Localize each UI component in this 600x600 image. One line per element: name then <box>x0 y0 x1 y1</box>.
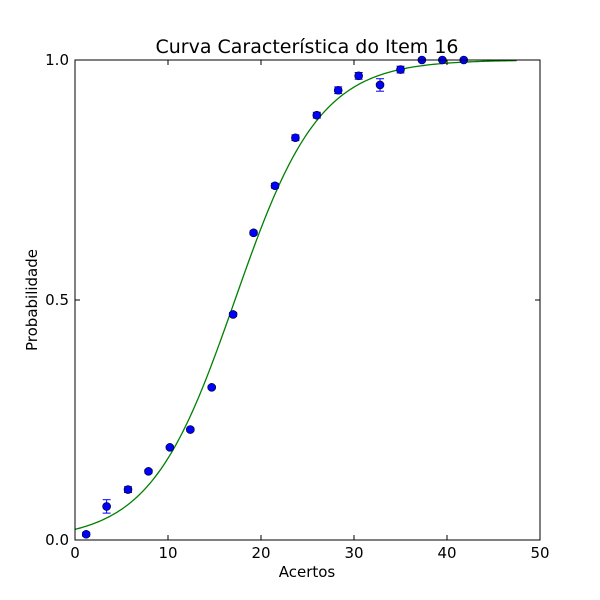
x-tick-label: 50 <box>530 544 549 562</box>
data-point <box>228 310 238 319</box>
data-point <box>165 443 175 452</box>
data-point-marker <box>375 80 385 90</box>
data-point <box>102 499 111 514</box>
data-point-marker <box>102 502 111 511</box>
plot-area <box>75 60 540 540</box>
data-point-marker <box>144 467 153 476</box>
data-point-marker <box>186 425 195 434</box>
data-point <box>396 65 405 74</box>
data-point-marker <box>249 228 258 238</box>
data-point <box>249 228 258 238</box>
data-point <box>291 133 300 143</box>
data-point <box>207 383 217 392</box>
data-point <box>333 85 343 95</box>
ticks-layer: 0 10 20 30 40 50 0.0 0.5 1.0 <box>45 51 549 562</box>
data-point-marker <box>333 85 343 95</box>
data-point-marker <box>165 443 175 452</box>
data-point <box>312 110 322 120</box>
x-tick-label: 10 <box>158 544 177 562</box>
data-point-marker <box>270 181 280 191</box>
y-tick-label: 0.5 <box>45 291 69 309</box>
data-point-marker <box>81 529 91 539</box>
data-point-marker <box>312 110 322 120</box>
x-tick-label: 20 <box>251 544 270 562</box>
data-point-marker <box>396 65 405 74</box>
x-tick-label: 0 <box>70 544 80 562</box>
data-point <box>123 485 133 494</box>
data-point-marker <box>354 71 363 81</box>
data-point <box>81 529 91 539</box>
x-tick-label: 40 <box>437 544 456 562</box>
data-point-marker <box>123 485 133 494</box>
chart-title: Curva Característica do Item 16 <box>155 36 458 58</box>
y-tick-label: 1.0 <box>45 51 69 69</box>
data-point <box>144 467 153 476</box>
x-tick-label: 30 <box>344 544 363 562</box>
y-axis-label: Probabilidade <box>23 249 41 351</box>
data-point <box>375 78 385 92</box>
data-point <box>186 425 195 434</box>
y-tick-label: 0.0 <box>45 531 69 549</box>
data-point <box>354 71 363 81</box>
x-axis-label: Acertos <box>279 563 336 581</box>
data-point-marker <box>291 133 300 143</box>
data-point-marker <box>207 383 217 392</box>
data-point-marker <box>228 310 238 319</box>
data-point <box>270 181 280 191</box>
